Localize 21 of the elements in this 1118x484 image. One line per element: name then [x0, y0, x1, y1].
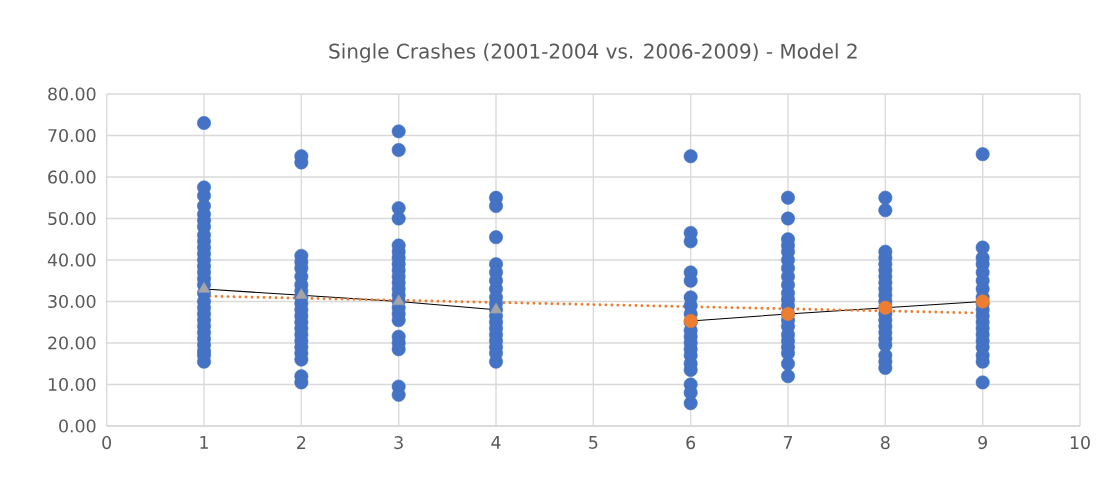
y-tick-label: 20.00: [48, 336, 96, 350]
y-tick-label: 80.00: [48, 87, 96, 101]
x-tick-label: 0: [102, 436, 112, 450]
y-tick-label: 40.00: [47, 253, 96, 267]
y-tick-label: 60.00: [48, 170, 96, 184]
y-tick-label: 30.00: [48, 294, 96, 309]
y-tick-label: 0.00: [59, 419, 96, 433]
x-tick-label: 3: [394, 436, 403, 450]
x-tick-label: 8: [880, 436, 890, 450]
x-tick-label: 7: [783, 436, 793, 449]
y-tick-label: 70.00: [48, 128, 96, 143]
x-tick-label: 6: [686, 436, 696, 450]
y-tick-label: 50.00: [48, 211, 96, 226]
x-tick-label: 10: [1070, 436, 1090, 450]
x-tick-label: 5: [589, 436, 598, 449]
x-tick-label: 1: [200, 436, 208, 449]
y-tick-label: 10.00: [48, 377, 96, 392]
x-tick-label: 9: [978, 436, 987, 450]
x-tick-label: 4: [491, 436, 501, 449]
x-tick-label: 2: [297, 436, 306, 449]
chart-title: Single Crashes (2001-2004 vs. 2006-2009) - Model 2: [329, 43, 857, 63]
